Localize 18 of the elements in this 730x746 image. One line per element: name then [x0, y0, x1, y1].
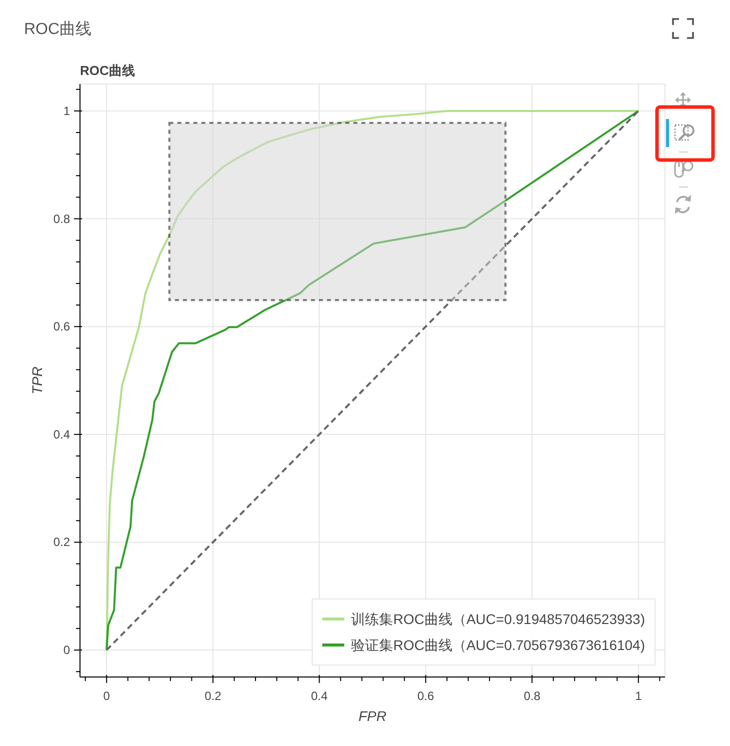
y-tick-label: 0.4 [53, 427, 70, 442]
x-tick-label: 1 [635, 689, 642, 703]
y-tick-label: 0.8 [53, 212, 70, 226]
legend-label: 验证集ROC曲线（AUC=0.7056793673616104) [351, 637, 645, 653]
x-tick-label: 0.2 [204, 689, 222, 703]
legend-label: 训练集ROC曲线（AUC=0.9194857046523933) [351, 611, 645, 627]
y-tick-label: 0 [63, 643, 70, 658]
y-axis-title: TPR [29, 366, 45, 394]
chart-subtitle: ROC曲线 [80, 63, 135, 78]
chart-title: ROC曲线 [24, 20, 92, 38]
y-tick-label: 0.2 [53, 535, 70, 550]
x-tick-label: 0 [103, 689, 110, 703]
x-axis-title: FPR [358, 708, 386, 724]
x-tick-label: 0.6 [417, 689, 434, 703]
x-tick-label: 0.4 [310, 689, 328, 703]
x-tick-label: 0.8 [524, 689, 541, 703]
y-tick-label: 1 [63, 104, 70, 118]
y-tick-label: 0.6 [53, 320, 70, 334]
